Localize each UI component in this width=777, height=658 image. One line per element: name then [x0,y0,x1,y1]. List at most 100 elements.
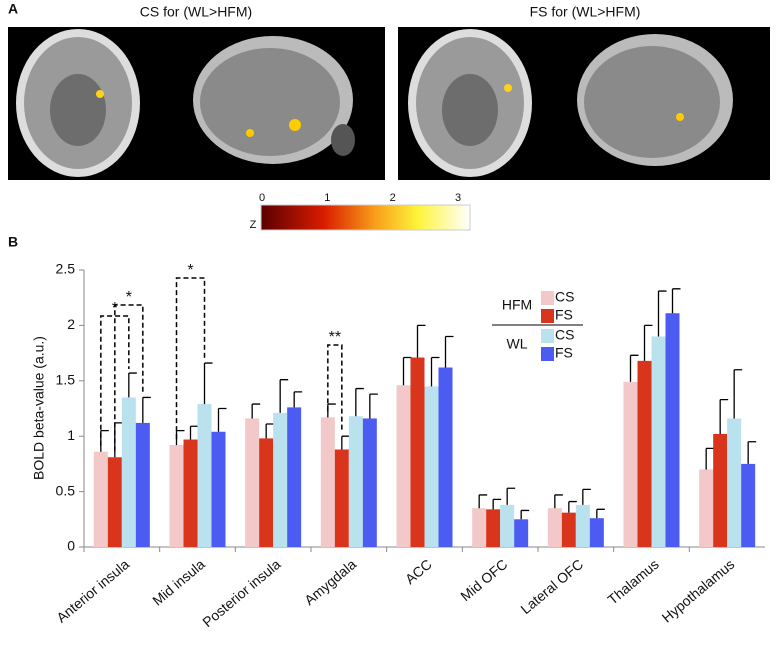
error-bar [643,324,653,361]
error-bar [733,369,743,419]
error-bar [582,488,591,505]
error-bar [355,387,364,417]
bar [135,422,150,547]
x-tick-label: Amygdala [301,556,359,608]
bar [396,385,411,547]
colorbar-label: Z [250,219,257,231]
error-bar [478,494,488,509]
error-bar [705,447,715,470]
y-tick-label: 2.5 [56,261,76,277]
error-bar [265,423,275,439]
error-bar [596,508,605,519]
y-tick-label: 0 [67,538,75,554]
error-bar [520,509,530,520]
legend-label: FS [555,307,573,323]
bar [121,397,136,547]
error-bar [114,422,123,458]
bar [410,357,425,547]
bar [245,418,260,547]
error-bar [671,288,681,314]
bar [575,504,590,547]
bar [486,509,501,547]
error-bar [203,362,213,405]
significance-label: * [187,262,193,279]
bar [699,469,714,547]
error-bar [279,379,289,413]
error-bar [175,430,185,446]
y-tick-label: 0.5 [56,482,76,498]
bar [500,504,515,547]
error-bar [128,372,137,398]
legend-swatch [541,347,554,361]
error-bar [554,494,563,509]
significance-label: ** [329,329,341,346]
legend-group-label: HFM [502,297,532,313]
image-title: CS for (WL>HFM) [140,4,252,20]
error-bar [416,324,426,358]
error-bar [506,487,516,505]
legend-group-label: WL [507,336,528,352]
bar [287,407,302,547]
error-bar [369,393,378,419]
error-bar [142,396,151,423]
bar [273,412,288,547]
error-bar [444,335,454,368]
panel-label: B [8,234,18,250]
bar [741,463,756,547]
x-tick-label: Thalamus [604,556,661,608]
y-tick-label: 1 [67,427,75,443]
x-tick-label: Anterior insula [53,556,132,626]
significance-bracket [175,277,206,440]
error-bar [341,435,350,450]
significance-label: * [112,300,118,317]
bar [547,508,562,547]
bar [665,313,680,547]
legend-label: FS [555,345,573,361]
image-title: FS for (WL>HFM) [530,4,641,20]
bar [623,381,638,547]
error-bar [657,290,667,337]
error-bar [747,441,757,464]
error-bar [719,398,729,434]
significance-bracket [327,344,343,433]
error-bar [568,500,577,513]
bar [259,438,274,547]
bar [320,417,335,547]
bar [713,433,728,547]
bar [169,445,184,547]
bar [211,431,226,547]
colorbar-tick-label: 2 [390,192,396,204]
bar [514,519,529,547]
significance-label: * [126,289,132,306]
error-bar [293,391,303,408]
legend-swatch [541,291,554,305]
error-bar [402,356,412,386]
colorbar-tick-label: 1 [324,192,330,204]
x-tick-label: ACC [402,556,435,587]
legend-swatch [541,309,554,323]
significance-bracket [100,315,130,446]
colorbar-tick-label: 3 [455,192,461,204]
legend-swatch [541,329,554,343]
panel-label: A [8,1,18,17]
error-bar [189,425,199,440]
bar [93,451,108,547]
bar [424,386,439,547]
x-tick-label: Lateral OFC [517,556,586,617]
error-bar [327,403,336,418]
legend-label: CS [555,327,574,343]
error-bar [629,354,639,382]
bar [589,518,604,547]
error-bar [217,407,227,432]
error-bar [251,403,261,419]
bar [197,404,212,547]
bar [637,360,652,547]
y-tick-label: 1.5 [56,372,76,388]
brain-image [398,27,770,180]
error-bar [100,430,109,452]
y-axis-label: BOLD beta-value (a.u.) [31,336,47,480]
y-tick-label: 2 [67,316,75,332]
x-tick-label: Posterior insula [199,556,283,630]
bar [183,439,198,547]
